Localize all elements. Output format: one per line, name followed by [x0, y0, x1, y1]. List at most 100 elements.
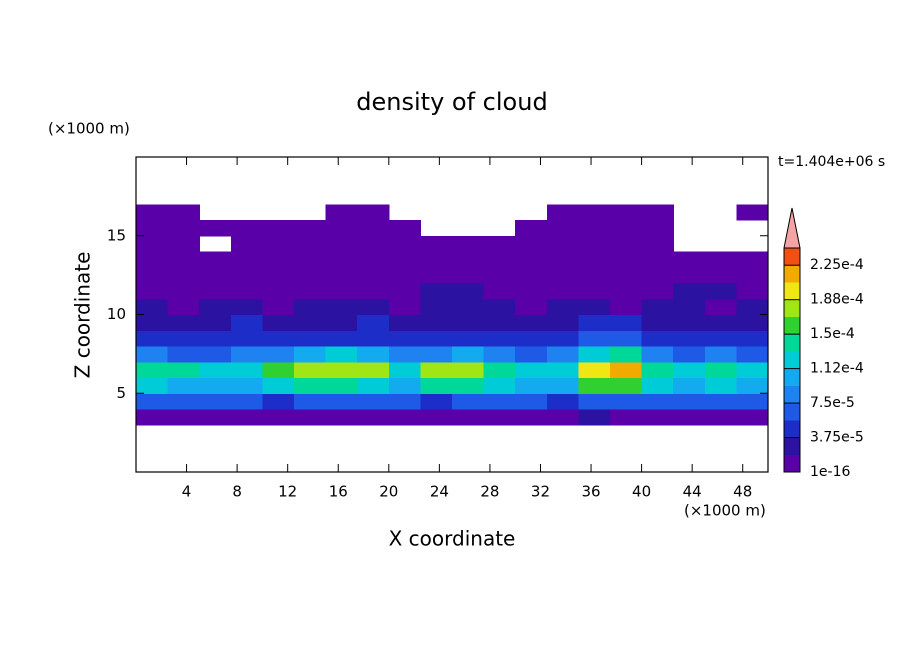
contour-cell [167, 346, 200, 363]
contour-cell [610, 251, 643, 268]
contour-cell [483, 346, 516, 363]
y-unit: (×1000 m) [48, 120, 130, 138]
contour-cell [641, 251, 674, 268]
contour-cell [483, 409, 516, 426]
x-tick-label: 8 [232, 483, 242, 501]
contour-cell [578, 377, 611, 394]
contour-cell [167, 204, 200, 221]
contour-cell [294, 220, 327, 237]
contour-cell [420, 377, 453, 394]
contour-cell [641, 377, 674, 394]
colorbar-tick-label: 1e-16 [810, 464, 850, 480]
contour-cell [230, 267, 263, 284]
contour-cell [167, 393, 200, 410]
contour-cell [704, 251, 737, 268]
contour-cell [704, 361, 737, 379]
x-tick-label: 40 [632, 483, 651, 501]
contour-cell [420, 235, 453, 253]
contour-cell [483, 330, 516, 347]
contour-cell [610, 283, 643, 300]
contour-cell [388, 361, 421, 379]
contour-cell [230, 251, 263, 268]
contour-cell [641, 267, 674, 284]
contour-cell [325, 377, 358, 394]
contour-cell [546, 314, 579, 331]
contour-cell [262, 393, 295, 410]
colorbar-tick-label: 7.5e-5 [810, 395, 855, 411]
contour-cell [230, 235, 263, 253]
contour-cell [610, 235, 643, 253]
contour-cell [357, 298, 390, 316]
contour-cell [736, 251, 769, 268]
contour-cell [452, 330, 485, 347]
contour-cell [230, 361, 263, 379]
contour-cell [136, 204, 169, 221]
contour-cell [325, 267, 358, 284]
contour-cell [610, 361, 643, 379]
contour-cell [357, 409, 390, 426]
contour-cell [452, 346, 485, 363]
contour-cell [546, 346, 579, 363]
contour-cell [673, 346, 706, 363]
x-tick-label: 36 [581, 483, 600, 501]
contour-cell [483, 361, 516, 379]
contour-cell [736, 330, 769, 347]
x-tick-label: 28 [480, 483, 499, 501]
contour-cell [136, 346, 169, 363]
contour-cell [136, 235, 169, 253]
contour-cell [357, 267, 390, 284]
x-tick-label: 48 [733, 483, 752, 501]
contour-cell [294, 377, 327, 394]
contour-cell [325, 346, 358, 363]
contour-cell [199, 346, 232, 363]
contour-cell [578, 330, 611, 347]
contour-cell [388, 251, 421, 268]
contour-cell [294, 393, 327, 410]
contour-cell [294, 330, 327, 347]
contour-cell [136, 314, 169, 331]
contour-cell [262, 251, 295, 268]
contour-cell [610, 220, 643, 237]
colorbar-band [784, 299, 800, 317]
contour-cell [515, 346, 548, 363]
contour-cell [325, 361, 358, 379]
contour-cell [294, 314, 327, 331]
colorbar-band [784, 316, 800, 335]
contour-cell [262, 220, 295, 237]
contour-cell [736, 314, 769, 331]
contour-cell [704, 298, 737, 316]
contour-cell [167, 330, 200, 347]
contour-cell [736, 267, 769, 284]
x-tick-label: 4 [182, 483, 192, 501]
contour-cell [294, 267, 327, 284]
contour-cell [578, 267, 611, 284]
colorbar-band [784, 248, 800, 266]
contour-cell [136, 267, 169, 284]
contour-cell [230, 283, 263, 300]
contour-cell [420, 314, 453, 331]
contour-cell [388, 283, 421, 300]
contour-cell [262, 409, 295, 426]
contour-cell [610, 393, 643, 410]
contour-cell [515, 409, 548, 426]
contour-cell [704, 267, 737, 284]
contour-cell [578, 298, 611, 316]
contour-cell [420, 283, 453, 300]
contour-cell [578, 251, 611, 268]
contour-cell [546, 267, 579, 284]
contour-cell [167, 409, 200, 426]
contour-cell [641, 298, 674, 316]
contour-cell [736, 298, 769, 316]
contour-cell [641, 393, 674, 410]
contour-cell [673, 283, 706, 300]
contour-cell [452, 314, 485, 331]
x-tick-label: 32 [531, 483, 550, 501]
contour-cell [452, 251, 485, 268]
contour-cell [704, 377, 737, 394]
colorbar-band [784, 265, 800, 283]
contour-cell [452, 298, 485, 316]
contour-cell [673, 361, 706, 379]
contour-cell [167, 361, 200, 379]
contour-cell [294, 361, 327, 379]
colorbar-band [784, 282, 800, 300]
